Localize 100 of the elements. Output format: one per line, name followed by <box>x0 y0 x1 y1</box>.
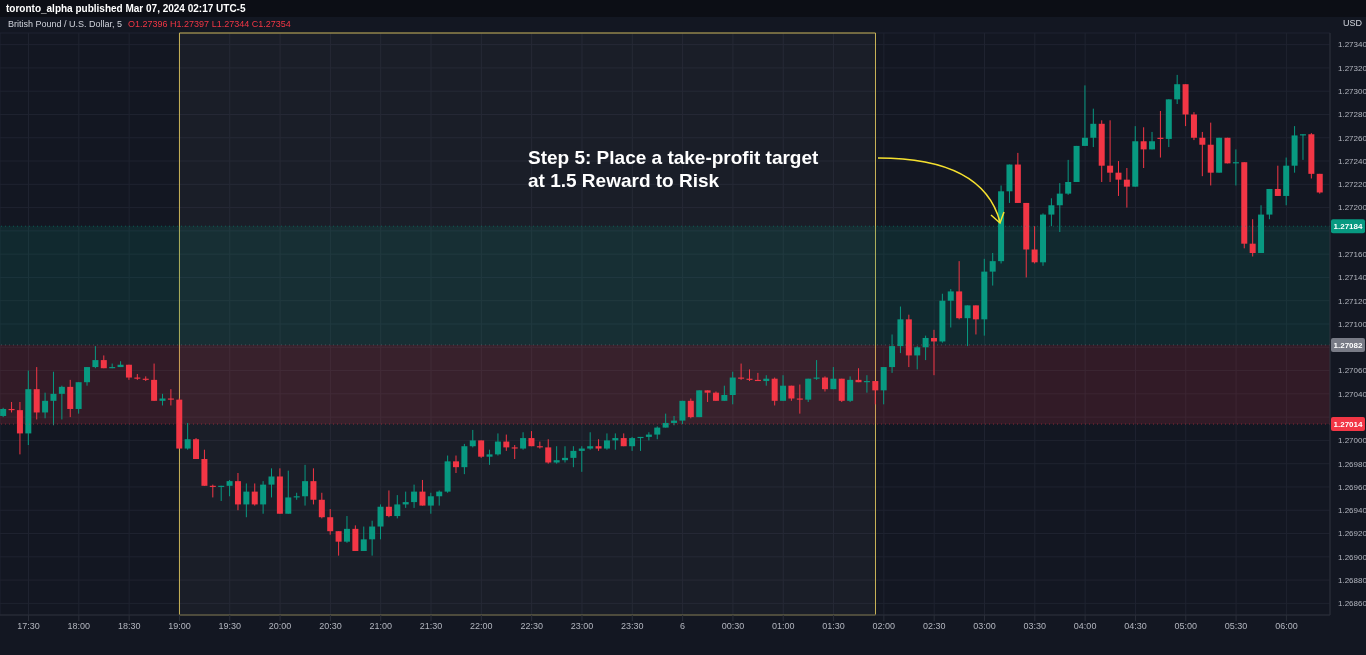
y-tick-label: 1.27040 <box>1338 389 1366 399</box>
candlestick <box>327 508 334 536</box>
y-tick-label: 1.27160 <box>1338 250 1366 259</box>
x-tick-label: 04:00 <box>1073 621 1097 632</box>
x-tick-label: 00:30 <box>721 621 745 632</box>
candlestick <box>243 482 250 518</box>
x-tick-label: 21:30 <box>419 621 443 632</box>
candlestick <box>461 443 468 475</box>
candlestick <box>427 492 434 515</box>
candlestick <box>1174 74 1181 105</box>
candlestick <box>796 384 803 415</box>
x-tick-label: 01:30 <box>822 621 845 632</box>
y-tick-label: 1.27300 <box>1338 87 1366 97</box>
x-tick-label: 17:30 <box>17 621 40 632</box>
chart-subtitle: O1.27396 H1.27397 L1.27344 C1.27354 <box>128 19 291 29</box>
y-tick-label: 1.26980 <box>1338 459 1366 469</box>
x-tick-label: 19:00 <box>168 621 191 632</box>
x-tick-label: 05:30 <box>1224 621 1248 632</box>
candlestick <box>411 484 418 509</box>
candlestick <box>687 398 694 419</box>
candlestick <box>84 366 91 387</box>
candlestick <box>419 479 426 507</box>
x-tick-label: 02:30 <box>922 621 946 632</box>
y-tick-label: 1.26900 <box>1338 552 1366 562</box>
candlestick <box>1149 131 1156 150</box>
candlestick <box>880 366 887 405</box>
candlestick <box>260 480 267 515</box>
candlestick <box>394 494 401 519</box>
x-tick-label: 02:00 <box>872 621 896 632</box>
candlestick <box>151 363 158 402</box>
y-tick-label: 1.27340 <box>1338 40 1366 50</box>
x-tick-label: 01:00 <box>771 621 795 632</box>
candlestick <box>771 377 778 406</box>
candlestick <box>285 470 292 515</box>
candlestick <box>16 401 23 455</box>
candlestick <box>847 375 854 403</box>
candlestick <box>964 304 971 347</box>
y-tick-label: 1.26940 <box>1338 506 1366 516</box>
y-tick-label: 1.27100 <box>1338 319 1366 329</box>
candlestick <box>494 432 501 457</box>
candlestick <box>947 288 954 328</box>
candlestick <box>1065 159 1072 196</box>
candlestick <box>1115 160 1122 197</box>
y-tick-label: 1.26920 <box>1338 529 1366 539</box>
x-tick-label: 03:30 <box>1023 621 1047 632</box>
candlestick <box>167 388 174 406</box>
candlestick <box>33 366 40 420</box>
x-tick-label: 18:00 <box>67 621 91 632</box>
candlestick <box>335 530 342 557</box>
y-tick-label: 1.26960 <box>1338 482 1366 492</box>
candlestick <box>1107 119 1114 183</box>
candlestick <box>1031 225 1038 264</box>
x-tick-label: 18:30 <box>117 621 141 632</box>
x-tick-label: 03:00 <box>973 621 996 632</box>
y-tick-label: 1.27000 <box>1338 436 1366 446</box>
candlestick <box>67 379 74 418</box>
x-tick-label: 22:00 <box>470 621 493 632</box>
text: toronto_alpha published Mar 07, 2024 02:17 UTC-5 <box>6 3 246 14</box>
candlestick <box>989 252 996 287</box>
y-tick-label: 1.27140 <box>1338 273 1366 283</box>
candlestick <box>1190 111 1197 141</box>
candlestick <box>1048 197 1055 227</box>
x-tick-label: 20:00 <box>268 621 292 632</box>
candlestick <box>872 380 879 405</box>
candlestick <box>1090 108 1097 148</box>
ref-line-label: 1.27184 <box>1333 222 1364 232</box>
candlestick <box>385 489 392 518</box>
y-tick-label: 1.26880 <box>1338 575 1366 585</box>
candlestick <box>50 371 57 426</box>
candlestick <box>1081 84 1088 147</box>
candlestick <box>1274 165 1281 197</box>
x-tick-label: 04:30 <box>1124 621 1147 632</box>
candlestick <box>1199 131 1206 177</box>
x-tick-label: 22:30 <box>520 621 543 632</box>
y-tick-label: 1.27320 <box>1338 63 1366 73</box>
candlestick <box>369 520 376 557</box>
candlestick <box>58 385 65 420</box>
candlestick <box>310 467 317 505</box>
candlestick <box>1249 218 1256 257</box>
candlestick <box>914 345 921 370</box>
candlestick <box>1056 182 1063 233</box>
candlestick <box>42 392 49 419</box>
annotation: Step 5: Place a take-profit target at 1.5 Reward to Risk <box>528 146 819 192</box>
candlestick <box>603 432 610 451</box>
candlestick <box>729 371 736 405</box>
y-tick-label: 1.27060 <box>1338 366 1366 376</box>
candlestick <box>302 464 309 507</box>
candlestick <box>343 515 350 544</box>
candlestick <box>360 526 367 552</box>
candlestick <box>1140 126 1147 169</box>
ref-line-label: 1.27082 <box>1333 340 1364 350</box>
candlestick <box>352 524 359 552</box>
x-tick-label: 19:30 <box>218 621 242 632</box>
y-tick-label: 1.27280 <box>1338 110 1366 120</box>
candlestick <box>268 467 275 498</box>
ref-line-label: 1.27014 <box>1333 420 1364 430</box>
y-tick-label: 1.27120 <box>1338 296 1366 306</box>
candlestick <box>972 304 979 335</box>
candlestick <box>1123 167 1130 209</box>
candlestick <box>234 472 241 511</box>
